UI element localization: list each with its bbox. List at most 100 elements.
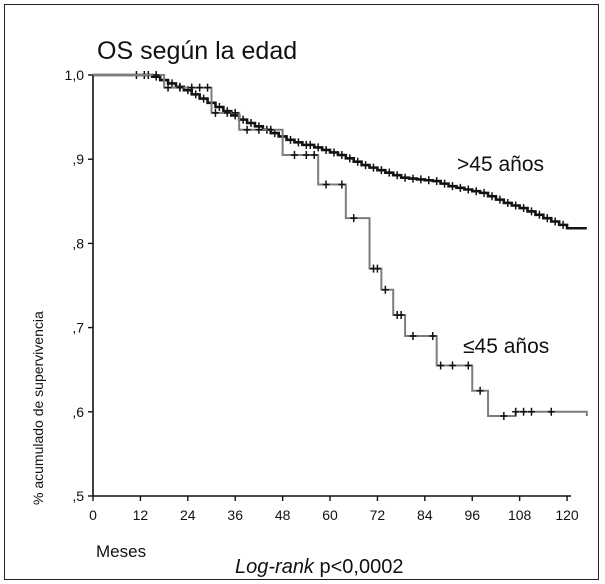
survival-step-line xyxy=(93,73,587,230)
y-tick-label: ,7 xyxy=(72,320,84,336)
censor-mark xyxy=(504,198,512,207)
y-tick-label: ,6 xyxy=(72,404,84,420)
censor-mark xyxy=(369,163,377,172)
censor-mark xyxy=(373,264,381,273)
series-label-over-45: >45 años xyxy=(457,153,544,176)
censor-mark xyxy=(381,285,389,294)
figure-frame: OS según la edad 0 12 24 36 48 60 72 84 96 108 120… xyxy=(4,4,599,580)
censor-mark xyxy=(464,361,472,370)
p-value: p<0,0002 xyxy=(314,556,404,578)
censor-mark xyxy=(433,177,441,186)
censor-mark xyxy=(338,150,346,159)
censor-mark xyxy=(393,171,401,180)
censor-mark xyxy=(425,176,433,185)
censor-mark xyxy=(397,310,405,319)
x-tick-label: 72 xyxy=(370,507,386,523)
censor-mark xyxy=(488,192,496,201)
survival-step-line xyxy=(93,74,588,418)
x-axis-title: Meses xyxy=(96,542,146,561)
censor-mark xyxy=(314,143,322,152)
censor-mark xyxy=(204,83,212,92)
censor-mark xyxy=(476,386,484,395)
censor-mark xyxy=(322,180,330,189)
censor-mark xyxy=(231,108,239,117)
y-axis-title: % acumulado de supervivencia xyxy=(30,311,46,505)
censor-mark xyxy=(188,83,196,92)
censor-mark xyxy=(192,90,200,99)
censor-mark xyxy=(290,150,298,159)
censor-mark xyxy=(417,175,425,184)
censor-mark xyxy=(409,174,417,183)
censor-mark xyxy=(543,214,551,223)
x-tick-label: 84 xyxy=(417,507,433,523)
y-tick-label: ,5 xyxy=(72,488,84,504)
x-tick-label: 24 xyxy=(180,507,196,523)
censor-mark xyxy=(310,150,318,159)
censor-mark xyxy=(527,407,535,416)
censor-mark xyxy=(456,183,464,192)
censor-mark xyxy=(448,182,456,191)
x-tick-label: 36 xyxy=(227,507,243,523)
censor-mark xyxy=(472,187,480,196)
censor-mark xyxy=(164,83,172,92)
censor-mark xyxy=(152,71,160,79)
censor-mark xyxy=(215,102,223,111)
series-under-45 xyxy=(93,71,588,421)
censor-mark xyxy=(330,148,338,157)
censor-mark xyxy=(480,188,488,197)
censor-mark xyxy=(338,180,346,189)
censor-mark xyxy=(354,157,362,166)
censor-mark xyxy=(287,135,295,144)
censor-mark xyxy=(535,210,543,219)
x-tick-label: 48 xyxy=(275,507,291,523)
censor-mark xyxy=(551,217,559,226)
censor-mark xyxy=(437,361,445,370)
censor-mark xyxy=(520,407,528,416)
x-tick-label: 96 xyxy=(464,507,480,523)
x-tick-label: 108 xyxy=(508,507,532,523)
censor-mark xyxy=(362,161,370,170)
x-tick-label: 0 xyxy=(89,507,97,523)
censor-mark xyxy=(346,154,354,163)
labels-layer: >45 años ≤45 años xyxy=(457,153,549,358)
censor-mark xyxy=(267,125,275,134)
series-over-45 xyxy=(93,71,587,230)
censor-mark xyxy=(496,195,504,204)
censor-mark xyxy=(168,79,176,88)
series-layer xyxy=(93,71,588,421)
censor-mark xyxy=(429,332,437,341)
x-tick-label: 12 xyxy=(133,507,149,523)
censor-mark xyxy=(520,204,528,213)
censor-mark xyxy=(247,118,255,127)
log-rank-label: Log-rank xyxy=(235,556,315,578)
censor-mark xyxy=(176,83,184,92)
x-tick-label: 120 xyxy=(555,507,579,523)
log-rank-note: Log-rank p<0,0002 xyxy=(235,556,403,578)
censor-mark xyxy=(500,412,508,421)
censor-mark xyxy=(239,115,247,124)
censor-mark xyxy=(547,407,555,416)
y-tick-label: ,8 xyxy=(72,235,84,251)
censor-mark xyxy=(306,140,314,149)
censor-mark xyxy=(559,220,567,229)
chart-title: OS según la edad xyxy=(97,37,297,65)
survival-chart: OS según la edad 0 12 24 36 48 60 72 84 96 108 120… xyxy=(30,37,588,578)
axes: 0 12 24 36 48 60 72 84 96 108 120 ,5 ,6 ,7 ,8 ,9 1,0 xyxy=(65,67,579,523)
series-label-under-45: ≤45 años xyxy=(463,335,549,358)
censor-mark xyxy=(294,138,302,147)
y-tick-label: ,9 xyxy=(72,151,84,167)
censor-mark xyxy=(302,150,310,159)
censor-mark xyxy=(255,125,263,134)
censor-mark xyxy=(322,145,330,154)
censor-mark xyxy=(223,108,231,117)
censor-mark xyxy=(409,332,417,341)
y-tick-label: 1,0 xyxy=(65,67,85,83)
censor-mark xyxy=(401,173,409,182)
censor-mark xyxy=(512,407,520,416)
censor-mark xyxy=(243,125,251,134)
censor-mark xyxy=(527,207,535,216)
censor-mark xyxy=(441,179,449,188)
censor-mark xyxy=(448,361,456,370)
censor-mark xyxy=(211,108,219,117)
censor-mark xyxy=(350,214,358,223)
